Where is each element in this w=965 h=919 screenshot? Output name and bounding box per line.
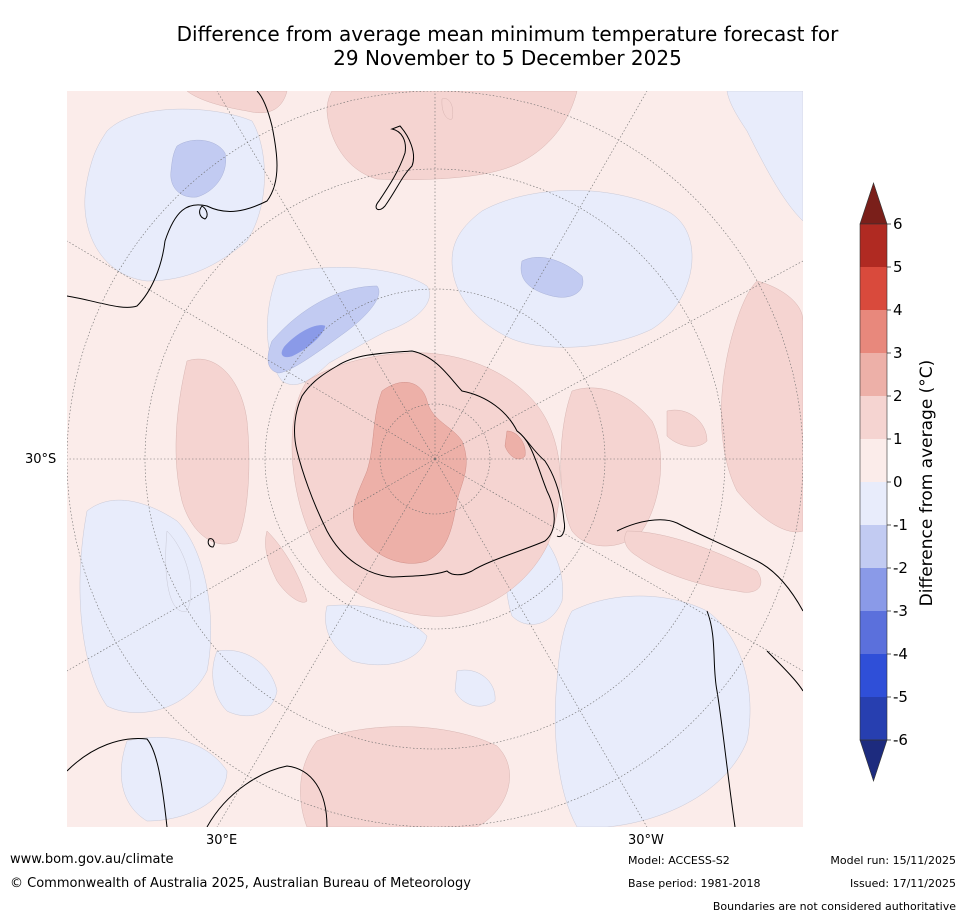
australia-coastline: [67, 91, 278, 308]
latitude-label-30s: 30°S: [25, 452, 57, 467]
colorbar-bin-m2-to-m1: [860, 525, 887, 568]
copyright-notice: © Commonwealth of Australia 2025, Austra…: [10, 876, 471, 891]
longitude-label-30e: 30°E: [206, 833, 238, 848]
colorbar-bin-0-to-1: [860, 439, 887, 482]
graticule: [67, 91, 803, 827]
colorbar-tick-m1: -1: [893, 516, 908, 534]
boundaries-disclaimer: Boundaries are not considered authoritat…: [712, 900, 956, 913]
colorbar-ticks: [887, 223, 891, 741]
colorbar-bin-m5-to-m4: [860, 654, 887, 697]
map-title: Difference from average mean minimum tem…: [60, 22, 955, 70]
colorbar-tick-4: 4: [893, 301, 903, 319]
colorbar-bin-m6-to-m5: [860, 697, 887, 740]
title-line-2: 29 November to 5 December 2025: [333, 46, 682, 70]
colorbar-tick-m2: -2: [893, 559, 908, 577]
anomaly-regions-minus3-to-minus2: [281, 325, 326, 358]
colorbar-bin-1-to-2: [860, 396, 887, 439]
africa-coastline: [67, 737, 328, 827]
tasmania-coastline: [199, 205, 208, 220]
colorbar-bin-4-to-5: [860, 267, 887, 310]
colorbar-extension-below-m6: [859, 739, 888, 782]
colorbar-tick-m5: -5: [893, 688, 908, 706]
temperature-anomaly-map: [67, 91, 803, 827]
anomaly-regions-2-to-3: [353, 382, 526, 564]
south-america-coastline: [616, 519, 803, 827]
title-line-1: Difference from average mean minimum tem…: [176, 22, 839, 46]
colorbar-tick-5: 5: [893, 258, 903, 276]
website-link[interactable]: www.bom.gov.au/climate: [10, 852, 174, 867]
base-period: Base period: 1981-2018: [628, 877, 761, 890]
colorbar-tick-0: 0: [893, 473, 903, 491]
colorbar-bin-5-to-6: [860, 224, 887, 267]
colorbar-extension-above-6: [859, 182, 888, 225]
new-zealand-coastline: [375, 125, 414, 211]
island-coastline: [207, 538, 215, 548]
anomaly-regions-1-to-2: [175, 91, 803, 827]
longitude-label-30w: 30°W: [628, 833, 664, 848]
colorbar-tick-1: 1: [893, 430, 903, 448]
colorbar-tick-m6: -6: [893, 731, 908, 749]
colorbar-bin-3-to-4: [860, 310, 887, 353]
colorbar-bin-2-to-3: [860, 353, 887, 396]
anomaly-regions-minus1-to-0: [79, 91, 803, 827]
colorbar-tick-2: 2: [893, 387, 903, 405]
antarctica-coastline: [294, 350, 555, 578]
colorbar-tick-m4: -4: [893, 645, 908, 663]
model-run-date: Model run: 15/11/2025: [830, 854, 956, 867]
colorbar-tick-3: 3: [893, 344, 903, 362]
colorbar-title: Difference from average (°C): [917, 359, 937, 607]
colorbar-bin-m4-to-m3: [860, 611, 887, 654]
colorbar-bin-m3-to-m2: [860, 568, 887, 611]
colorbar-tick-6: 6: [893, 215, 903, 233]
issued-date: Issued: 17/11/2025: [849, 877, 956, 890]
colorbar: 6 5 4 3 2 1 0 -1 -2 -3 -4 -5 -6: [859, 182, 908, 782]
model-name: Model: ACCESS-S2: [628, 854, 730, 867]
colorbar-tick-m3: -3: [893, 602, 908, 620]
colorbar-bin-m1-to-0: [860, 482, 887, 525]
